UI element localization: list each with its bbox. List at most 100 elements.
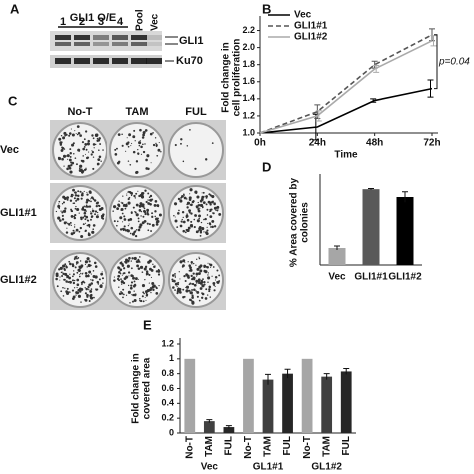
colony: [57, 156, 61, 159]
colony: [150, 162, 152, 164]
colony: [85, 130, 88, 133]
x-tick-label: No-T: [302, 436, 313, 459]
colony: [74, 214, 77, 217]
colony: [211, 142, 214, 144]
colony: [119, 216, 123, 220]
colony: [74, 191, 77, 194]
plate: [50, 250, 110, 310]
colony: [76, 125, 80, 128]
colony: [92, 198, 95, 201]
colony: [158, 284, 160, 287]
colony: [155, 292, 159, 295]
colony: [139, 140, 141, 142]
colony: [203, 231, 205, 233]
colony: [143, 219, 147, 223]
colony: [209, 208, 212, 211]
colony: [86, 191, 88, 193]
colony: [96, 137, 99, 140]
colony: [201, 296, 204, 299]
colony: [146, 213, 150, 216]
colony: [87, 139, 91, 143]
colony: [122, 296, 124, 299]
colony: [98, 278, 101, 281]
colony: [97, 211, 99, 214]
colony: [58, 203, 60, 205]
colony: [142, 130, 146, 134]
colony: [142, 215, 145, 218]
colony: [210, 266, 212, 268]
colony: [102, 213, 105, 216]
panel-label: C: [8, 93, 18, 108]
colony: [73, 270, 75, 272]
colony: [63, 221, 67, 225]
colony: [213, 206, 217, 210]
colony: [214, 279, 217, 281]
x-tick-label: TAM: [263, 436, 274, 457]
colony: [102, 149, 104, 151]
colony: [72, 229, 75, 232]
group-label: GL1#1: [253, 462, 284, 473]
colony: [185, 285, 190, 289]
colony: [215, 209, 217, 212]
colony: [203, 280, 206, 284]
colony: [77, 257, 80, 259]
colony: [62, 295, 65, 297]
lane-label: 1: [60, 16, 66, 28]
bar: [243, 358, 254, 433]
colony: [92, 167, 95, 170]
colony: [86, 142, 90, 146]
colony: [185, 289, 189, 293]
colony: [195, 279, 199, 283]
colony: [71, 289, 75, 292]
colony: [126, 229, 130, 233]
colony: [85, 204, 88, 207]
x-tick-label: FUL: [224, 436, 235, 455]
colony: [207, 276, 211, 280]
colony: [205, 203, 208, 206]
colony: [127, 218, 130, 221]
colony: [138, 209, 142, 212]
colony: [134, 277, 138, 281]
colony: [76, 271, 79, 274]
colony: [198, 272, 201, 275]
colony: [158, 141, 160, 144]
colony: [144, 189, 147, 192]
colony: [59, 279, 61, 281]
bracket: [434, 34, 438, 90]
colony: [62, 272, 65, 276]
colony: [176, 226, 179, 228]
colony: [78, 212, 80, 214]
colony: [74, 266, 77, 269]
colony: [147, 229, 150, 232]
colony: [157, 148, 161, 152]
colony: [82, 280, 85, 283]
ku70-band: [93, 58, 109, 64]
colony: [69, 148, 72, 151]
panel-label: A: [10, 1, 20, 16]
colony: [190, 274, 193, 278]
colony: [70, 224, 72, 227]
colony: [148, 196, 151, 199]
colony: [140, 153, 143, 155]
colony: [87, 205, 90, 208]
colony: [133, 298, 137, 302]
colony: [200, 221, 203, 224]
colony: [199, 231, 203, 234]
colony: [207, 262, 209, 264]
colony: [206, 208, 209, 211]
colony: [147, 167, 150, 171]
colony: [78, 150, 80, 152]
colony: [83, 190, 85, 193]
colony: [69, 221, 72, 224]
colony: [122, 272, 125, 275]
colony: [191, 278, 194, 281]
colony: [118, 286, 120, 288]
colony: [90, 218, 92, 221]
colony: [132, 206, 135, 209]
colony: [146, 288, 150, 293]
colony: [117, 133, 121, 136]
colony: [132, 276, 135, 280]
colony: [99, 143, 102, 146]
colony: [128, 223, 130, 225]
colony: [84, 230, 86, 233]
